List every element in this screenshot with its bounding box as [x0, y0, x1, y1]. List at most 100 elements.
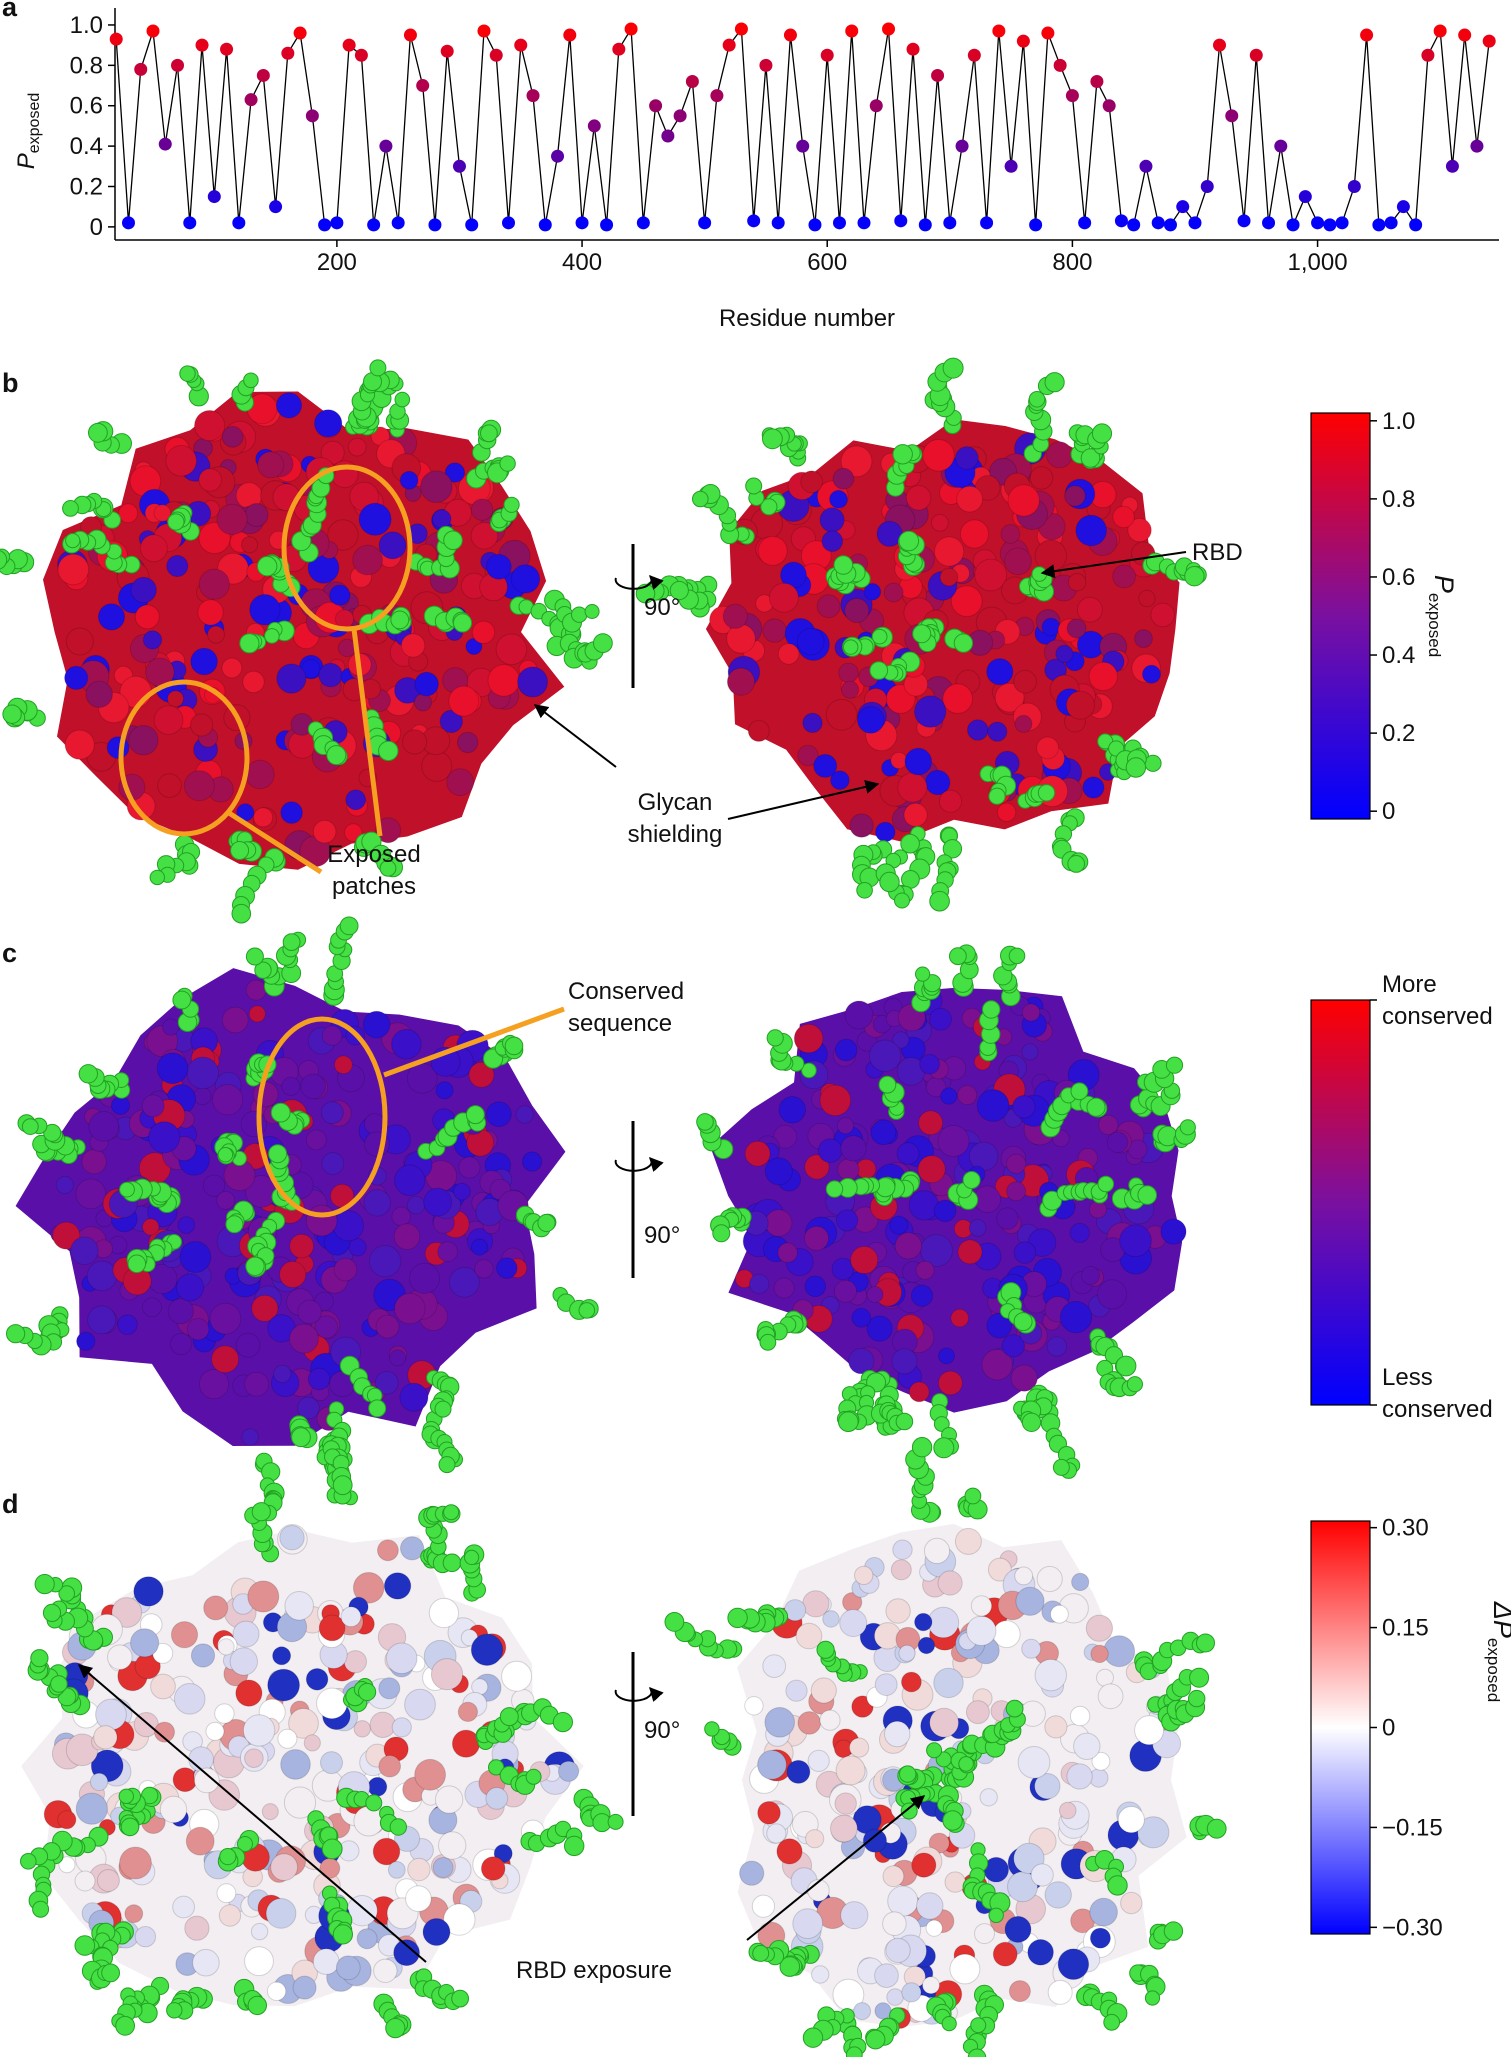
data-point: [440, 44, 454, 58]
glycan-atom: [878, 1075, 897, 1094]
glycan-atom: [32, 1900, 50, 1918]
residue-atom: [836, 1117, 855, 1135]
glycan-atom: [1107, 1875, 1128, 1896]
data-point: [771, 216, 785, 230]
glycan-atom: [929, 890, 950, 912]
glycan-atom: [268, 1144, 288, 1164]
glycan-atom: [378, 740, 399, 762]
residue-atom: [764, 1157, 793, 1186]
residue-atom: [76, 1331, 96, 1352]
data-point: [1372, 218, 1386, 232]
data-point: [1433, 24, 1447, 38]
residue-atom: [273, 1364, 292, 1384]
residue-atom: [405, 1885, 432, 1912]
residue-atom: [81, 1149, 107, 1175]
residue-atom: [517, 666, 549, 698]
residue-atom: [918, 1110, 944, 1136]
data-point: [1200, 179, 1214, 193]
residue-atom: [792, 1908, 824, 1939]
residue-atom: [88, 1111, 120, 1142]
residue-atom: [905, 485, 932, 511]
glycan-atom: [1144, 754, 1162, 772]
residue-atom: [889, 1215, 909, 1235]
data-point: [452, 159, 466, 173]
data-point: [354, 48, 368, 62]
residue-atom: [793, 1023, 824, 1054]
residue-atom: [915, 1260, 935, 1280]
residue-atom: [194, 410, 226, 442]
x-tick-label: 200: [317, 249, 357, 276]
data-point: [1176, 200, 1190, 214]
residue-atom: [474, 1259, 494, 1279]
glycan-atom: [1008, 947, 1026, 965]
glycan-atom: [379, 859, 397, 877]
residue-atom: [414, 1758, 447, 1791]
residue-atom: [1127, 517, 1152, 543]
residue-atom: [57, 553, 90, 586]
residue-atom: [244, 503, 269, 527]
residue-atom: [457, 731, 479, 754]
residue-atom: [882, 1865, 905, 1888]
residue-atom: [726, 667, 756, 696]
residue-atom: [198, 468, 222, 492]
annotation: Conserved sequence: [568, 978, 684, 1037]
residue-atom: [261, 1803, 279, 1821]
residue-atom: [65, 627, 94, 656]
data-point: [882, 22, 896, 36]
residue-atom: [420, 470, 453, 504]
residue-atom: [391, 1206, 412, 1227]
residue-atom: [901, 1982, 922, 2003]
annotation: Glycan shielding: [628, 789, 723, 848]
data-point: [1286, 218, 1300, 232]
residue-atom: [1067, 573, 1087, 592]
residue-atom: [150, 1673, 176, 1700]
colorbar-tick-label: 0.8: [1382, 486, 1415, 513]
data-point: [305, 109, 319, 123]
residue-atom: [333, 1257, 358, 1282]
residue-atom: [470, 522, 499, 550]
data-point: [624, 22, 638, 36]
residue-atom: [757, 1749, 787, 1780]
residue-atom: [1044, 1715, 1068, 1739]
glycan-atom: [865, 2029, 886, 2050]
glycan-atom: [389, 1818, 407, 1836]
residue-atom: [404, 1688, 436, 1721]
colorbar: [1310, 412, 1371, 820]
residue-atom: [119, 1846, 152, 1880]
residue-atom: [156, 1052, 189, 1085]
residue-atom: [465, 638, 483, 655]
residue-atom: [796, 627, 825, 656]
residue-atom: [835, 1755, 866, 1786]
residue-atom: [347, 437, 367, 457]
residue-atom: [1112, 564, 1136, 589]
data-point: [808, 218, 822, 232]
residue-atom: [766, 1823, 787, 1844]
residue-atom: [320, 1751, 343, 1775]
residue-atom: [797, 744, 819, 767]
residue-atom: [193, 1086, 212, 1106]
residue-atom: [1112, 505, 1135, 529]
data-point: [1384, 216, 1398, 230]
residue-atom: [922, 439, 955, 472]
residue-atom: [1142, 664, 1161, 684]
data-point: [649, 99, 663, 113]
data-point: [918, 218, 932, 232]
data-point: [759, 58, 773, 72]
glycan-atom: [264, 628, 280, 644]
residue-atom: [744, 1696, 764, 1716]
residue-atom: [300, 1073, 327, 1100]
residue-atom: [148, 1121, 181, 1154]
residue-atom: [768, 582, 799, 613]
residue-atom: [241, 1428, 259, 1446]
residue-atom: [749, 1273, 770, 1295]
residue-atom: [1097, 1279, 1128, 1310]
residue-atom: [833, 1279, 858, 1303]
glycan-atom: [65, 533, 81, 549]
residue-atom: [485, 553, 512, 580]
residue-atom: [914, 1612, 933, 1632]
data-point: [992, 24, 1006, 38]
residue-atom: [438, 1831, 467, 1860]
residue-atom: [844, 597, 870, 624]
residue-atom: [1014, 1566, 1034, 1586]
residue-atom: [110, 1095, 131, 1116]
